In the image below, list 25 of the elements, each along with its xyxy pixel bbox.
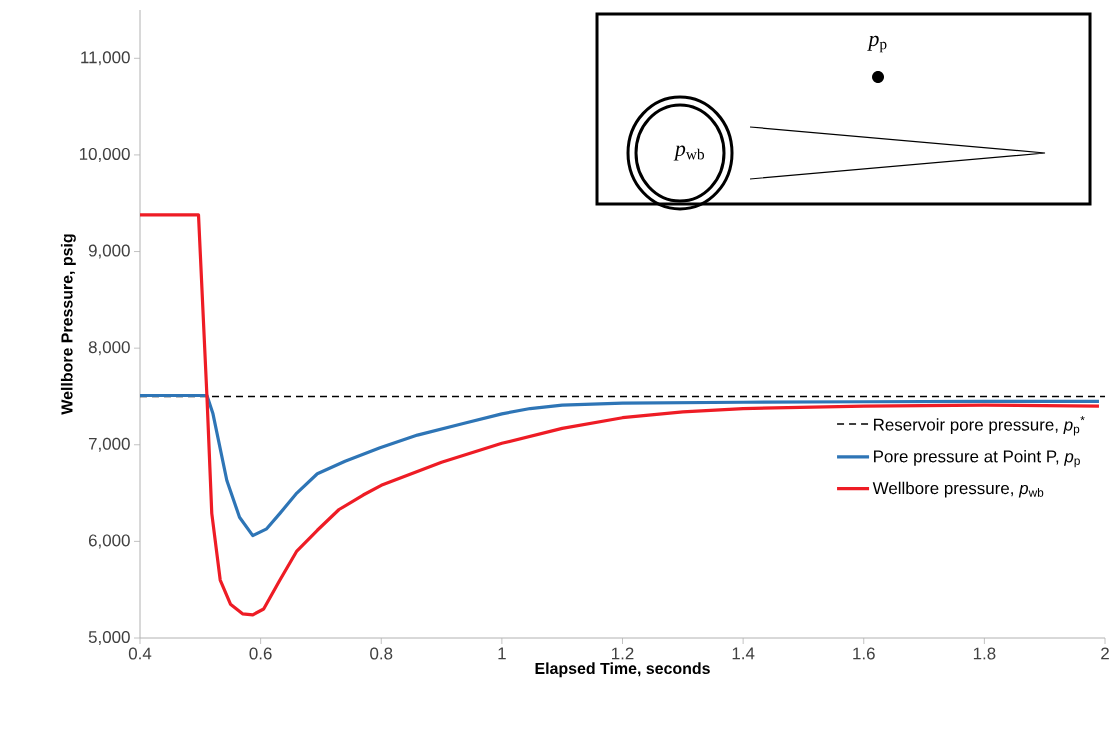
x-tick-label: 1.8 xyxy=(973,647,996,660)
legend-label: Wellbore pressure, p$_{wb}$ xyxy=(872,481,1044,498)
y-tick-label: 9,000 xyxy=(88,244,130,259)
y-tick-label: 6,000 xyxy=(88,534,130,549)
y-tick-label: 7,000 xyxy=(88,437,130,452)
x-tick-label: 0.8 xyxy=(370,647,393,660)
y-tick-label: 5,000 xyxy=(88,631,130,645)
x-tick-label: 0.4 xyxy=(128,647,152,660)
line-series xyxy=(138,393,1101,538)
annotation: p$_{wb}$ xyxy=(673,145,705,161)
x-axis-title: Elapsed Time, seconds xyxy=(535,662,710,678)
x-tick-label: 2 xyxy=(1101,647,1109,660)
line-series xyxy=(138,213,1101,617)
x-tick-label: 1 xyxy=(498,647,506,660)
x-tick-label: 1.4 xyxy=(732,647,755,660)
y-tick-label: 11,000 xyxy=(81,51,130,66)
legend-label: Reservoir pore pressure, p$_{p}$* xyxy=(874,416,1085,436)
x-tick-label: 1.2 xyxy=(612,647,634,660)
y-tick-label: 8,000 xyxy=(88,341,130,356)
x-tick-label: 1.6 xyxy=(853,647,875,660)
annotation: p$_{p}$ xyxy=(867,35,887,53)
x-tick-label: 0.6 xyxy=(249,647,272,660)
legend-label: Pore pressure at Point P, p$_{p}$ xyxy=(874,449,1080,468)
y-tick-label: 10,000 xyxy=(79,147,130,162)
y-axis-title: Wellbore Pressure, psig xyxy=(60,234,76,415)
